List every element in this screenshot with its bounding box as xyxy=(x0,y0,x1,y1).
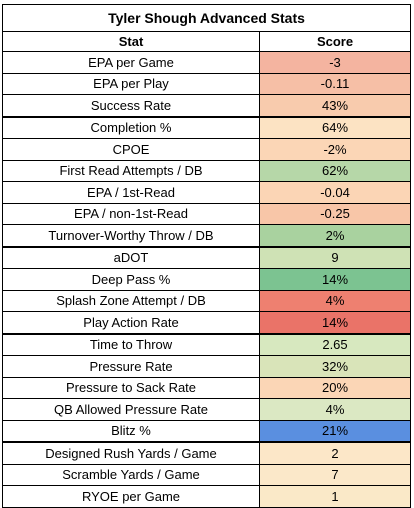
score-cell: 43% xyxy=(258,94,412,117)
table-body: EPA per Game -3 EPA per Play -0.11 Success R… xyxy=(2,51,412,508)
table-row: EPA / non-1st-Read -0.25 xyxy=(2,202,412,225)
stat-name-cell: Time to Throw xyxy=(2,332,260,356)
stat-name-cell: Blitz % xyxy=(2,419,260,443)
table-row: Pressure to Sack Rate 20% xyxy=(2,376,412,399)
table-row: Designed Rush Yards / Game 2 xyxy=(2,441,412,465)
stat-name-cell: Designed Rush Yards / Game xyxy=(2,441,260,465)
header-row: Stat Score xyxy=(2,31,412,52)
score-cell: 14% xyxy=(258,268,412,291)
stat-name-cell: Pressure Rate xyxy=(2,355,260,378)
score-cell: -0.04 xyxy=(258,181,412,204)
table-row: Play Action Rate 14% xyxy=(2,311,412,334)
table-row: First Read Attempts / DB 62% xyxy=(2,159,412,182)
stat-name-cell: Success Rate xyxy=(2,94,260,117)
title-row: Tyler Shough Advanced Stats xyxy=(1,4,412,32)
score-cell: 20% xyxy=(258,376,412,399)
score-cell: 2.65 xyxy=(258,332,412,356)
score-cell: 32% xyxy=(258,355,412,378)
stat-name-cell: Completion % xyxy=(2,115,260,139)
table-row: aDOT 9 xyxy=(2,245,412,269)
score-cell: 2% xyxy=(258,224,412,247)
stat-name-cell: QB Allowed Pressure Rate xyxy=(2,398,260,421)
stat-name-cell: Deep Pass % xyxy=(2,268,260,291)
stat-name-cell: EPA / non-1st-Read xyxy=(2,202,260,225)
table-row: Turnover-Worthy Throw / DB 2% xyxy=(2,224,412,247)
stat-name-cell: Scramble Yards / Game xyxy=(2,463,260,486)
table-row: EPA / 1st-Read -0.04 xyxy=(2,181,412,204)
table-row: EPA per Game -3 xyxy=(2,51,412,74)
table-row: RYOE per Game 1 xyxy=(2,485,412,508)
stat-name-cell: EPA / 1st-Read xyxy=(2,181,260,204)
score-cell: 21% xyxy=(258,419,412,443)
score-cell: 7 xyxy=(258,463,412,486)
table-row: Pressure Rate 32% xyxy=(2,355,412,378)
score-cell: 64% xyxy=(258,115,412,139)
stat-name-cell: EPA per Game xyxy=(2,51,260,74)
stat-name-cell: EPA per Play xyxy=(2,72,260,95)
score-cell: 2 xyxy=(258,441,412,465)
table-row: CPOE -2% xyxy=(2,138,412,161)
table-row: Time to Throw 2.65 xyxy=(2,332,412,356)
score-cell: -3 xyxy=(258,51,412,74)
stat-name-cell: CPOE xyxy=(2,138,260,161)
score-cell: -0.25 xyxy=(258,202,412,225)
score-cell: -0.11 xyxy=(258,72,412,95)
table-row: Success Rate 43% xyxy=(2,94,412,117)
table-row: Splash Zone Attempt / DB 4% xyxy=(2,289,412,312)
score-cell: 4% xyxy=(258,398,412,421)
score-cell: 14% xyxy=(258,311,412,334)
stat-name-cell: Turnover-Worthy Throw / DB xyxy=(2,224,260,247)
table-row: Deep Pass % 14% xyxy=(2,268,412,291)
stat-name-cell: Splash Zone Attempt / DB xyxy=(2,289,260,312)
table-row: Completion % 64% xyxy=(2,115,412,139)
score-cell: -2% xyxy=(258,138,412,161)
stat-name-cell: Pressure to Sack Rate xyxy=(2,376,260,399)
score-cell: 4% xyxy=(258,289,412,312)
table-title: Tyler Shough Advanced Stats xyxy=(1,4,412,32)
table-row: QB Allowed Pressure Rate 4% xyxy=(2,398,412,421)
stat-name-cell: aDOT xyxy=(2,245,260,269)
table-row: Scramble Yards / Game 7 xyxy=(2,463,412,486)
stat-column-header: Stat xyxy=(2,31,260,52)
score-cell: 62% xyxy=(258,159,412,182)
score-column-header: Score xyxy=(258,31,412,52)
score-cell: 1 xyxy=(258,485,412,508)
stat-name-cell: Play Action Rate xyxy=(2,311,260,334)
advanced-stats-table: Tyler Shough Advanced Stats Stat Score E… xyxy=(1,4,412,508)
stat-name-cell: First Read Attempts / DB xyxy=(2,159,260,182)
stat-name-cell: RYOE per Game xyxy=(2,485,260,508)
table-row: Blitz % 21% xyxy=(2,419,412,443)
score-cell: 9 xyxy=(258,245,412,269)
table-row: EPA per Play -0.11 xyxy=(2,72,412,95)
